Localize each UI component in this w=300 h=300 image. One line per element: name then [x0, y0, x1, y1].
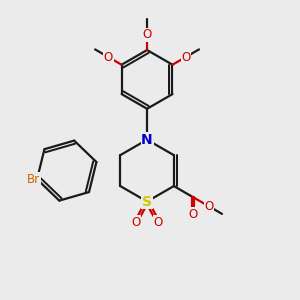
Text: O: O: [142, 28, 152, 41]
Text: O: O: [188, 208, 198, 221]
Text: O: O: [131, 216, 140, 229]
Text: Br: Br: [27, 173, 40, 186]
Text: N: N: [141, 133, 153, 147]
Text: O: O: [204, 200, 213, 213]
Text: O: O: [181, 51, 190, 64]
Text: S: S: [142, 194, 152, 208]
Text: O: O: [154, 216, 163, 229]
Text: O: O: [104, 51, 113, 64]
